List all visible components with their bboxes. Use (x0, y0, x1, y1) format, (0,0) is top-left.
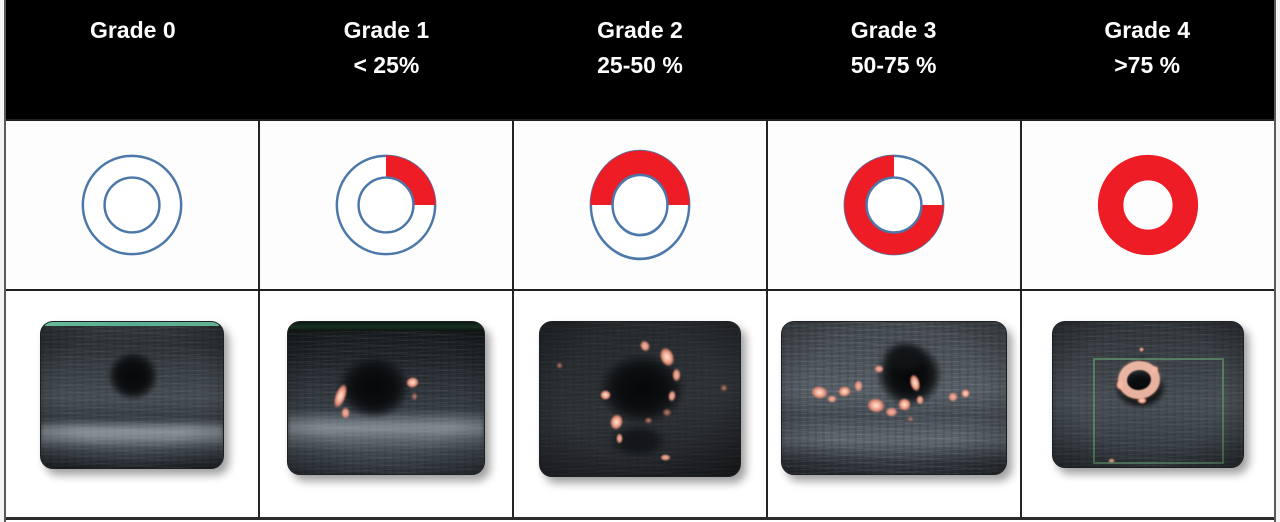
vignette-overlay (1053, 322, 1243, 467)
ultrasound-image-grade-2 (539, 321, 741, 477)
doppler-signal (411, 391, 419, 401)
dark-patch (880, 340, 927, 375)
donut-cell-grade-3 (766, 121, 1020, 289)
donut-chart-grade-2 (589, 149, 691, 261)
doppler-signal (644, 417, 653, 425)
ultrasound-cell-grade-3 (766, 291, 1020, 517)
dark-green-top-band (288, 322, 484, 331)
grade-label: Grade 2 (597, 17, 683, 43)
doppler-signal (1115, 380, 1124, 390)
doppler-signal (947, 391, 958, 402)
header-cell-grade-2: Grade 2 25-50 % (513, 0, 767, 119)
doppler-signal (672, 368, 681, 383)
donut-chart-grade-1 (335, 154, 437, 256)
doppler-signal (885, 407, 899, 418)
header-cell-grade-0: Grade 0 (6, 0, 260, 119)
doppler-signal (340, 407, 350, 420)
grade-label: Grade 0 (89, 17, 176, 43)
ultrasound-row (6, 291, 1274, 520)
ultrasound-cell-grade-1 (258, 291, 512, 517)
doppler-signal (1108, 458, 1116, 465)
doppler-signal (961, 388, 971, 398)
ultrasound-cell-grade-2 (512, 291, 766, 517)
doppler-signal (616, 432, 623, 444)
donut-chart-grade-3 (843, 154, 945, 256)
doppler-signal (826, 394, 837, 403)
grade-label: Grade 4 (1104, 17, 1190, 43)
header-cell-grade-4: Grade 4 >75 % (1020, 0, 1274, 119)
ultrasound-image-grade-0 (40, 321, 224, 469)
doppler-signal (873, 364, 884, 373)
header-cell-grade-1: Grade 1 < 25% (260, 0, 514, 119)
donut-cell-grade-1 (258, 121, 512, 289)
ultrasound-cell-grade-0 (6, 291, 258, 517)
range-label: < 25% (353, 52, 420, 78)
header-row: Grade 0 Grade 1 < 25% Grade 2 25-50 % Grade 3… (6, 0, 1274, 119)
dark-patch (1136, 356, 1147, 365)
doppler-signal (907, 416, 915, 423)
range-label: 50-75 % (850, 52, 937, 78)
doppler-signal (556, 362, 563, 370)
vascularity-grading-figure: Grade 0 Grade 1 < 25% Grade 2 25-50 % Grade 3… (4, 0, 1276, 522)
range-label: 25-50 % (597, 52, 683, 78)
green-top-line (44, 322, 220, 326)
doppler-signal (720, 383, 728, 392)
color-doppler-roi-box (1092, 358, 1225, 464)
donut-cell-grade-4 (1020, 121, 1274, 289)
donut-cell-grade-2 (512, 121, 766, 289)
echo-band (41, 418, 223, 448)
donut-row (6, 119, 1274, 291)
header-cell-grade-3: Grade 3 50-75 % (767, 0, 1021, 119)
donut-cell-grade-0 (6, 121, 258, 289)
vignette-overlay (288, 322, 484, 474)
hypoechoic-nodule (337, 355, 412, 420)
doppler-signal (1138, 346, 1144, 352)
range-label: >75 % (1114, 52, 1181, 78)
vignette-overlay (540, 322, 740, 476)
doppler-signal (916, 394, 925, 405)
grade-label: Grade 3 (850, 17, 937, 43)
ultrasound-image-grade-3 (781, 321, 1007, 475)
doppler-signal (660, 454, 671, 462)
doppler-signal (662, 408, 672, 418)
donut-chart-grade-0 (81, 154, 183, 256)
ultrasound-image-grade-1 (287, 321, 485, 475)
vignette-overlay (41, 322, 223, 468)
doppler-signal (600, 389, 611, 400)
ultrasound-image-grade-4 (1052, 321, 1244, 468)
donut-chart-grade-4 (1097, 154, 1199, 256)
grade-label: Grade 1 (343, 17, 430, 43)
doppler-signal (1136, 397, 1147, 405)
ultrasound-cell-grade-4 (1020, 291, 1274, 517)
doppler-signal (898, 398, 912, 411)
hypoechoic-nodule (106, 351, 160, 401)
vignette-overlay (782, 322, 1006, 474)
doppler-signal (853, 379, 863, 392)
